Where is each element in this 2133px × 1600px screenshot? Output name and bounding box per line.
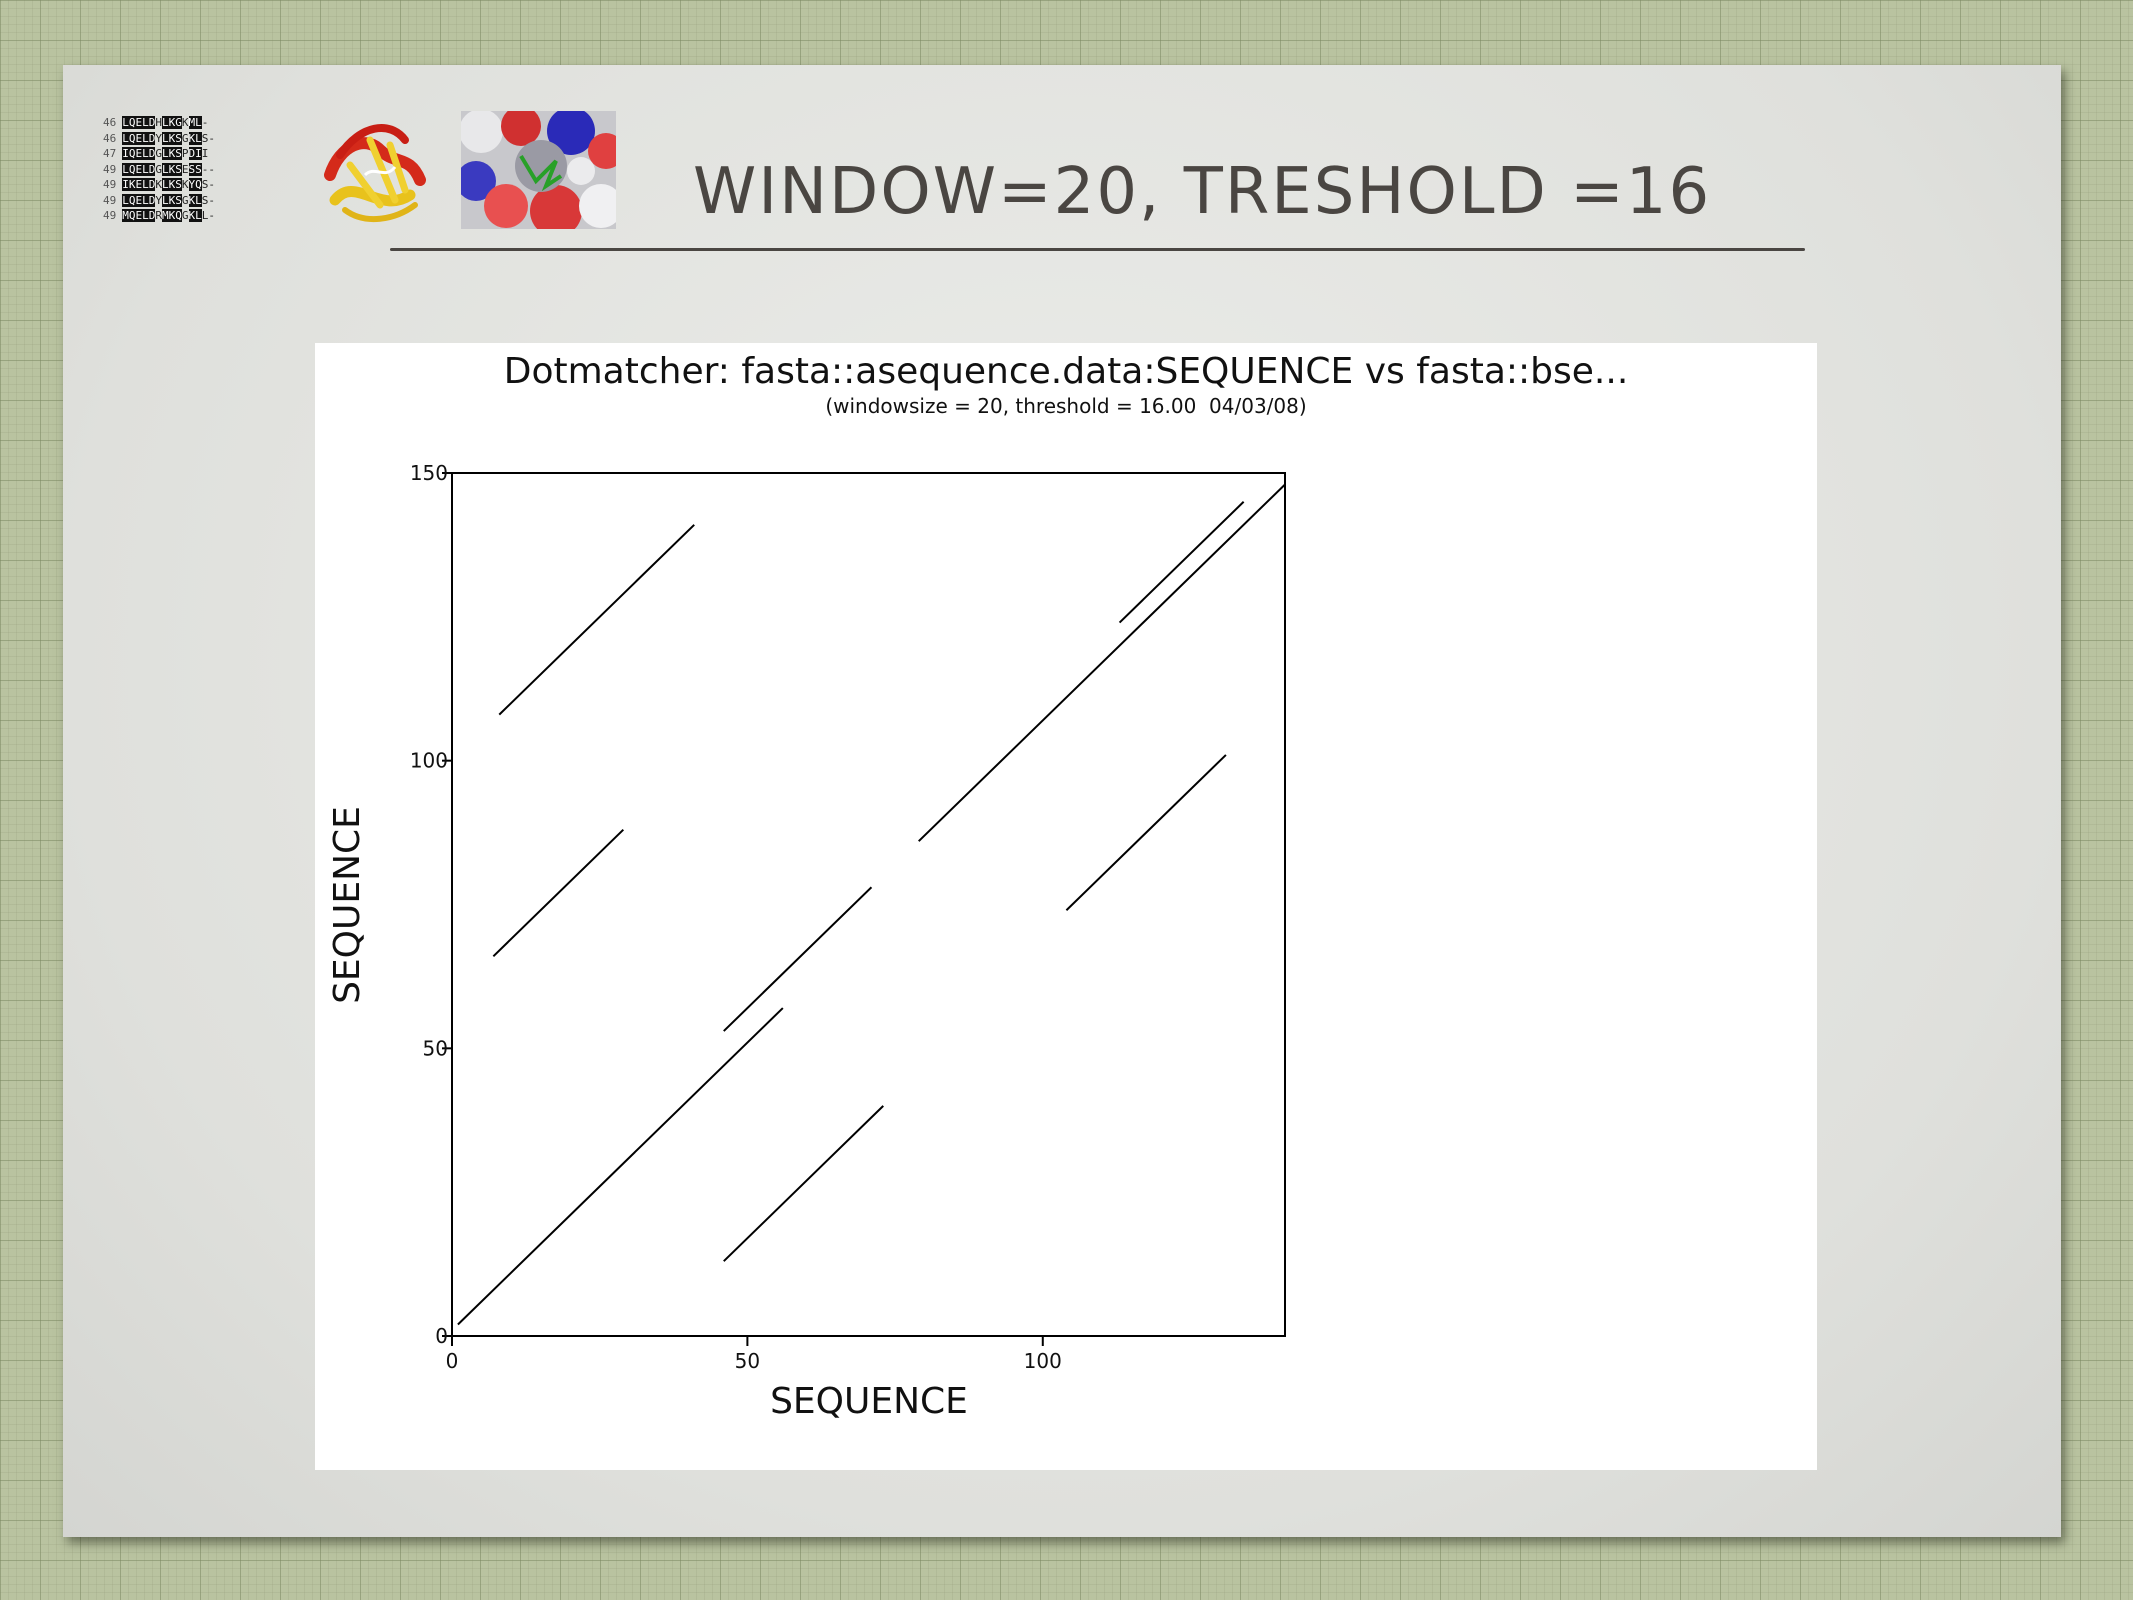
y-axis-label: SEQUENCE xyxy=(327,806,368,1004)
match-diagonals xyxy=(457,483,1286,1326)
alignment-row-number: 46 xyxy=(103,131,117,145)
x-tick-label: 100 xyxy=(1024,1349,1062,1373)
alignment-row: 47 IQELDGLKSPDII xyxy=(103,146,281,162)
alignment-row-number: 49 xyxy=(103,209,117,222)
alignment-row-sequence: LQELDYLKSGKLS- xyxy=(122,193,215,207)
alignment-row: 49 LQELDYLKSGKLS- xyxy=(103,193,281,209)
match-diagonal xyxy=(723,1105,884,1262)
protein-cartoon-icon xyxy=(324,124,426,223)
alignment-row: 49 MQELDRMKQGKLL- xyxy=(103,208,281,224)
alignment-row-number: 47 xyxy=(103,147,117,160)
protein-surface-icon xyxy=(461,111,616,229)
sequence-alignment-icon: 46 LQELDHLKGKML- 46 LQELDYLKSGKLS- 47 IQELDGL… xyxy=(103,115,281,225)
y-tick-label: 0 xyxy=(435,1324,448,1348)
alignment-row-sequence: MQELDRMKQGKLL- xyxy=(122,209,215,222)
alignment-row: 46 LQELDHLKGKML- xyxy=(103,115,281,131)
alignment-row-sequence: LQELDHLKGKML- xyxy=(122,116,209,129)
alignment-row: 46 LQELDYLKSGKLS- xyxy=(103,131,281,147)
y-tick-label: 100 xyxy=(410,749,448,773)
alignment-row-number: 49 xyxy=(103,178,117,191)
x-axis-label: SEQUENCE xyxy=(770,1381,968,1422)
chart-title: Dotmatcher: fasta::asequence.data:SEQUEN… xyxy=(504,351,1629,392)
y-tick-label: 50 xyxy=(423,1036,448,1060)
x-axis-ticks: 0 50 100 xyxy=(446,1336,1062,1373)
dotplot-panel: Dotmatcher: fasta::asequence.data:SEQUEN… xyxy=(315,343,1817,1470)
dotplot-chart: Dotmatcher: fasta::asequence.data:SEQUEN… xyxy=(327,351,1629,1422)
title-divider xyxy=(390,248,1805,251)
y-axis-ticks: 0 50 100 150 xyxy=(410,461,452,1348)
match-diagonal xyxy=(723,886,873,1032)
match-diagonal xyxy=(1118,501,1245,624)
match-diagonal xyxy=(498,524,695,716)
alignment-row-number: 46 xyxy=(103,116,117,129)
alignment-row-sequence: IKELDKLKSKYQS- xyxy=(122,178,215,191)
alignment-row-sequence: IQELDGLKSPDII xyxy=(122,147,209,160)
x-tick-label: 0 xyxy=(446,1349,459,1373)
match-diagonal xyxy=(492,828,625,957)
alignment-row-number: 49 xyxy=(103,193,117,207)
alignment-row: 49 IKELDKLKSKYQS- xyxy=(103,177,281,193)
y-tick-label: 150 xyxy=(410,461,448,485)
match-diagonal xyxy=(457,1007,784,1326)
plot-frame xyxy=(451,472,1286,1337)
match-diagonal xyxy=(1065,754,1227,911)
match-diagonal xyxy=(918,483,1286,842)
x-tick-label: 50 xyxy=(735,1349,760,1373)
alignment-row-number: 49 xyxy=(103,162,117,176)
alignment-row-sequence: LQELDGLKSESS-- xyxy=(122,162,215,176)
slide-title: WINDOW=20, TRESHOLD =16 xyxy=(693,155,1712,229)
alignment-row-sequence: LQELDYLKSGKLS- xyxy=(122,131,215,145)
chart-subtitle: (windowsize = 20, threshold = 16.00 04/0… xyxy=(825,394,1306,418)
alignment-row: 49 LQELDGLKSESS-- xyxy=(103,162,281,178)
slide: 46 LQELDHLKGKML- 46 LQELDYLKSGKLS- 47 IQELDGL… xyxy=(63,65,2061,1537)
